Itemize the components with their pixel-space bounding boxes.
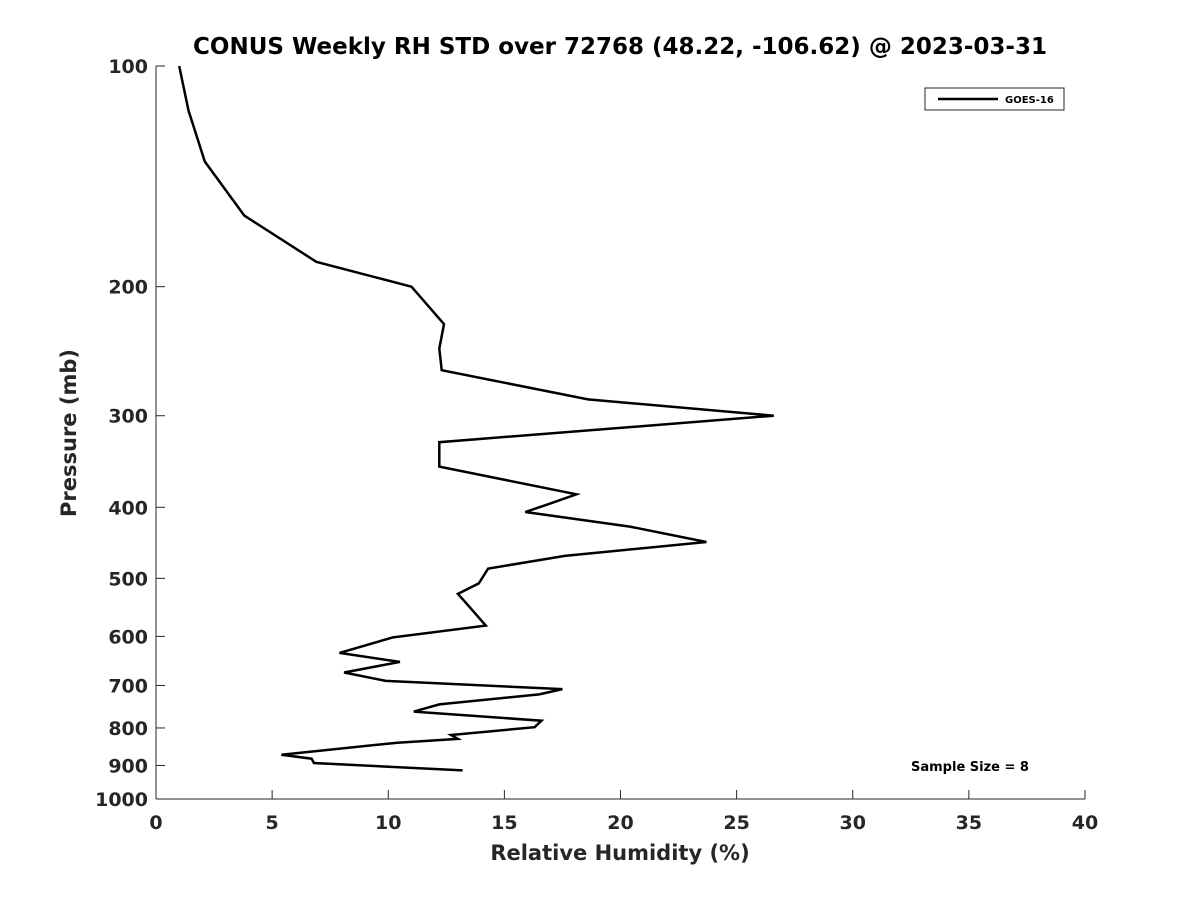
y-tick-label: 600	[108, 626, 148, 648]
y-axis-ticks: 100 200 300 400 500 600 700 800 900 1000	[95, 56, 165, 811]
y-tick-label: 300	[108, 406, 148, 428]
x-axis-label: Relative Humidity (%)	[490, 841, 749, 865]
legend-label: GOES-16	[1005, 95, 1054, 106]
series-line-goes16	[177, 65, 774, 772]
sample-size-annotation: Sample Size = 8	[911, 760, 1029, 775]
x-tick-label: 10	[375, 812, 401, 834]
x-tick-label: 35	[956, 812, 982, 834]
y-tick-label: 100	[108, 56, 148, 78]
plot-area	[156, 66, 1085, 799]
x-tick-label: 30	[840, 812, 866, 834]
chart-title: CONUS Weekly RH STD over 72768 (48.22, -…	[193, 34, 1047, 60]
x-tick-label: 0	[149, 812, 162, 834]
y-tick-label: 800	[108, 718, 148, 740]
x-tick-label: 25	[723, 812, 749, 834]
x-tick-label: 5	[266, 812, 279, 834]
y-tick-label: 1000	[95, 789, 148, 811]
legend: GOES-16	[924, 87, 1065, 111]
x-tick-label: 40	[1072, 812, 1098, 834]
y-tick-label: 700	[108, 675, 148, 697]
x-tick-label: 15	[491, 812, 517, 834]
x-axis-ticks: 0 5 10 15 20 25 30 35 40	[149, 790, 1098, 834]
y-axis-label: Pressure (mb)	[57, 349, 81, 517]
y-tick-label: 200	[108, 277, 148, 299]
x-tick-label: 20	[607, 812, 633, 834]
y-tick-label: 400	[108, 497, 148, 519]
y-tick-label: 500	[108, 568, 148, 590]
y-tick-label: 900	[108, 755, 148, 777]
